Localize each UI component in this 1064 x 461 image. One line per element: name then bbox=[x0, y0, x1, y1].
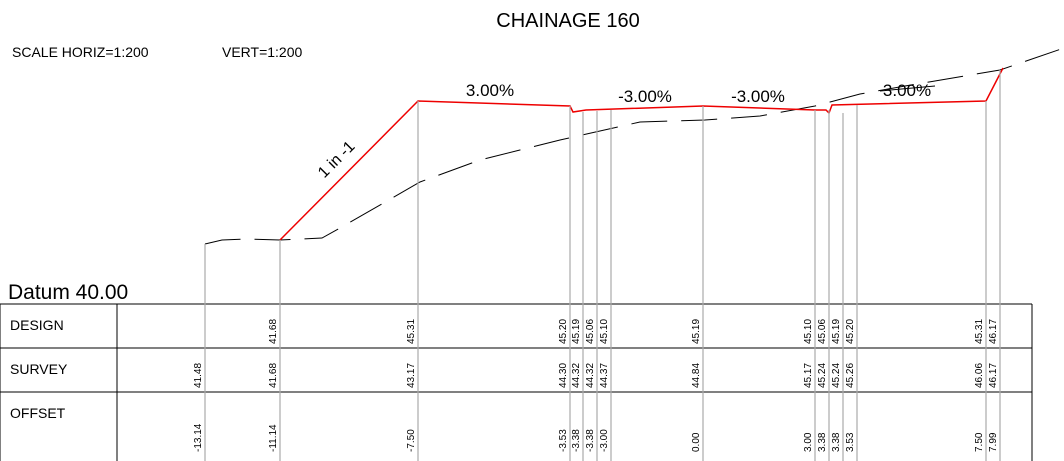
row-label: OFFSET bbox=[10, 405, 66, 421]
cell-value: 3.00 bbox=[803, 432, 814, 452]
cell-value: 44.84 bbox=[691, 363, 702, 388]
cell-value: 41.68 bbox=[268, 363, 279, 388]
scale-horiz: SCALE HORIZ=1:200 bbox=[12, 44, 149, 60]
scale-vert: VERT=1:200 bbox=[222, 44, 303, 60]
table-frame bbox=[0, 303, 1033, 461]
cell-value: 45.19 bbox=[571, 319, 582, 344]
cell-value: 3.38 bbox=[817, 432, 828, 452]
ground-line bbox=[204, 47, 1064, 245]
cell-value: 45.24 bbox=[817, 363, 828, 388]
cell-value: 45.19 bbox=[831, 319, 842, 344]
cell-value: 45.26 bbox=[845, 363, 856, 388]
row-label: SURVEY bbox=[10, 361, 68, 377]
cell-value: 7.50 bbox=[974, 432, 985, 452]
cell-value: -13.14 bbox=[193, 423, 204, 452]
cell-value: 45.20 bbox=[558, 319, 569, 344]
slope-label: 1 in -1 bbox=[315, 138, 359, 182]
cell-value: 44.30 bbox=[558, 363, 569, 388]
cell-value: 7.99 bbox=[988, 432, 999, 452]
cell-value: 0.00 bbox=[691, 432, 702, 452]
cell-value: 44.32 bbox=[571, 363, 582, 388]
grade-label: -3.00% bbox=[618, 87, 672, 106]
cell-value: -7.50 bbox=[406, 429, 417, 452]
title: CHAINAGE 160 bbox=[496, 10, 639, 32]
grade-label: 3.00% bbox=[466, 81, 514, 100]
cell-value: -3.38 bbox=[585, 429, 596, 452]
cell-value: -3.00 bbox=[599, 429, 610, 452]
cell-value: 46.17 bbox=[988, 363, 999, 388]
grade-label: -3.00% bbox=[731, 87, 785, 106]
cell-value: 45.17 bbox=[803, 363, 814, 388]
datum: Datum 40.00 bbox=[8, 281, 128, 304]
cell-value: 45.31 bbox=[974, 319, 985, 344]
cell-value: 44.37 bbox=[599, 363, 610, 388]
cell-value: -11.14 bbox=[268, 424, 279, 452]
cell-value: 45.06 bbox=[585, 319, 596, 344]
cell-value: 45.06 bbox=[817, 319, 828, 344]
cell-value: 3.53 bbox=[845, 432, 856, 452]
cell-value: 45.20 bbox=[845, 319, 856, 344]
cell-value: 45.19 bbox=[691, 319, 702, 344]
cell-value: -3.53 bbox=[558, 429, 569, 452]
grade-label: 3.00% bbox=[883, 81, 931, 100]
cell-value: 43.17 bbox=[406, 363, 417, 388]
cell-value: 45.31 bbox=[406, 319, 417, 344]
strike bbox=[879, 85, 936, 92]
row-label: DESIGN bbox=[10, 317, 64, 333]
cell-value: 46.17 bbox=[988, 319, 999, 344]
cell-value: 44.32 bbox=[585, 363, 596, 388]
cell-value: 41.48 bbox=[193, 363, 204, 388]
cell-value: 41.68 bbox=[268, 319, 279, 344]
cell-value: -3.38 bbox=[571, 429, 582, 452]
cell-value: 45.24 bbox=[831, 363, 842, 388]
cell-value: 46.06 bbox=[974, 363, 985, 388]
cell-value: 45.10 bbox=[803, 319, 814, 344]
cell-value: 45.10 bbox=[599, 319, 610, 344]
design-line bbox=[279, 67, 1004, 241]
cell-value: 3.38 bbox=[831, 432, 842, 452]
